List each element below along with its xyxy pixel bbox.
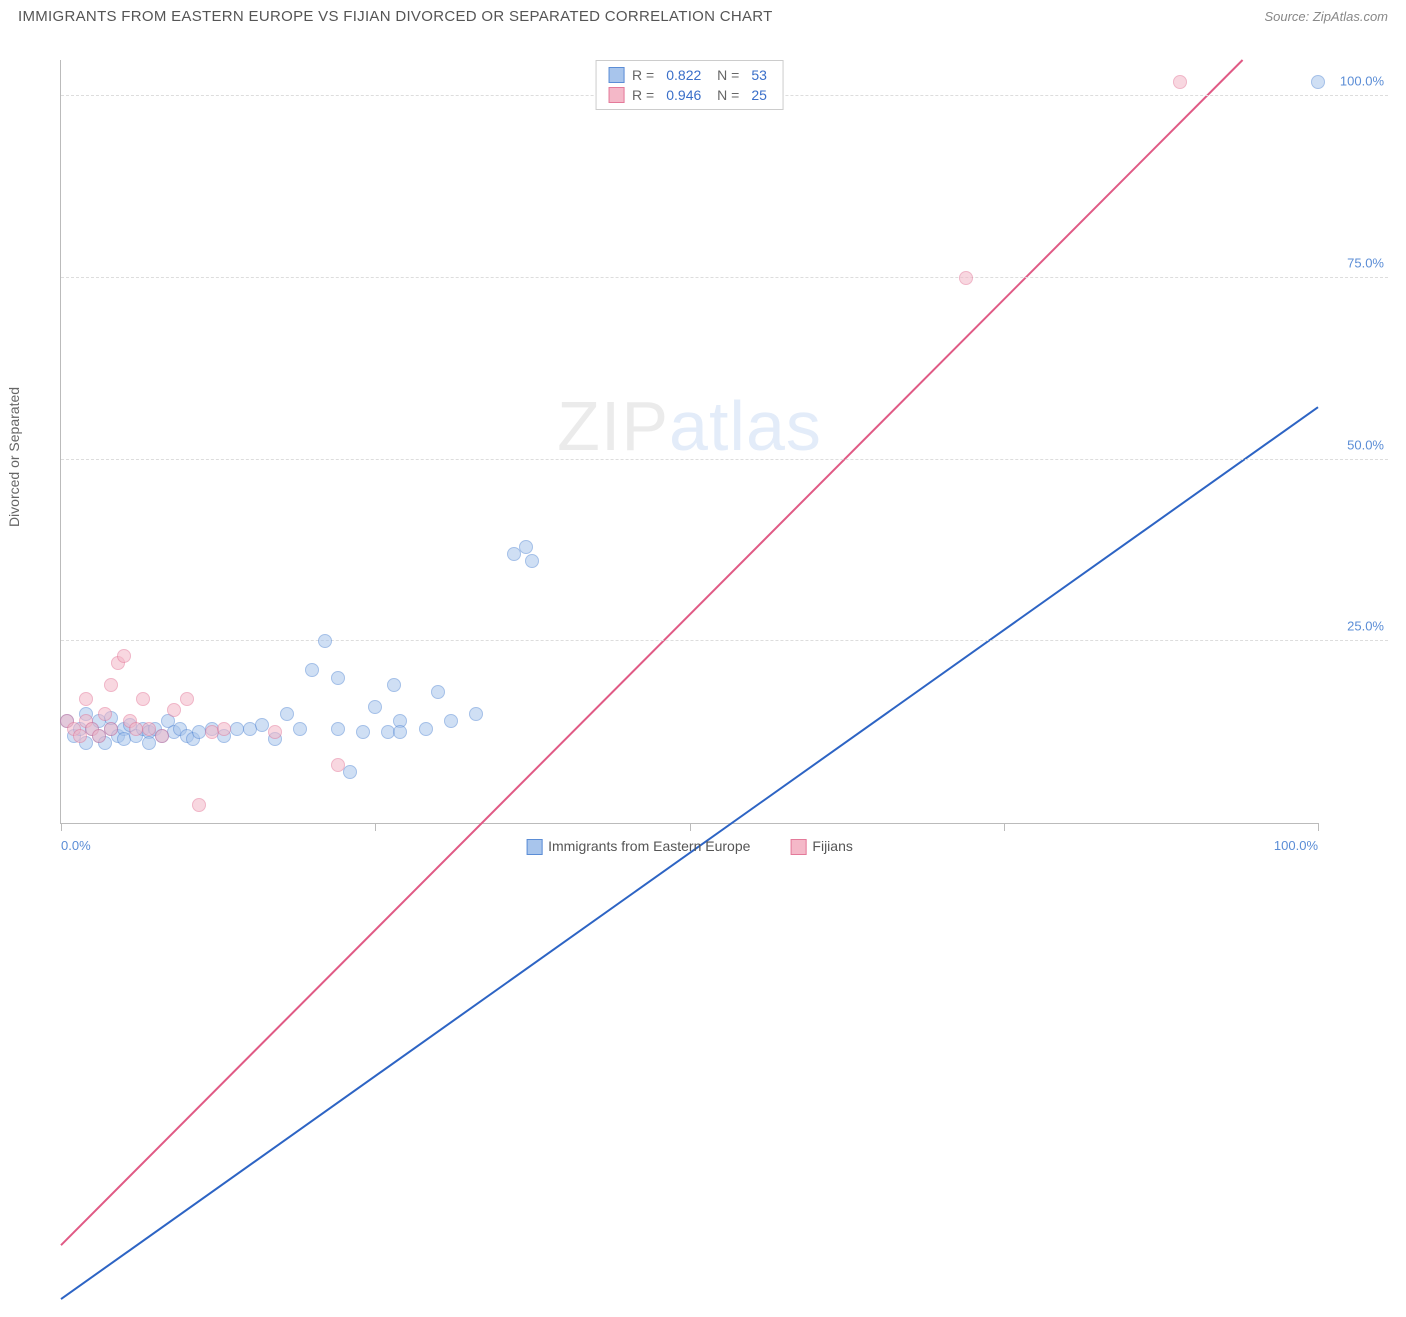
y-tick-label: 50.0%	[1347, 437, 1384, 452]
scatter-point	[525, 554, 539, 568]
legend-stat-row: R = 0.822 N = 53	[604, 65, 775, 85]
scatter-point	[155, 729, 169, 743]
scatter-point	[393, 725, 407, 739]
scatter-point	[192, 798, 206, 812]
scatter-point	[431, 685, 445, 699]
x-tick-label: 100.0%	[1274, 838, 1318, 853]
legend-stats: R = 0.822 N = 53 R = 0.946 N = 25	[595, 60, 784, 110]
x-tick	[61, 823, 62, 831]
scatter-point	[280, 707, 294, 721]
chart-header: IMMIGRANTS FROM EASTERN EUROPE VS FIJIAN…	[0, 0, 1406, 31]
x-tick	[375, 823, 376, 831]
legend-r-value: 0.946	[666, 87, 701, 103]
legend-item: Fijians	[790, 838, 852, 855]
scatter-point	[305, 663, 319, 677]
scatter-point	[268, 725, 282, 739]
y-axis-label: Divorced or Separated	[6, 387, 22, 527]
chart-container: Divorced or Separated ZIPatlas R =0.822 …	[18, 40, 1388, 874]
scatter-point	[180, 692, 194, 706]
trend-line	[61, 60, 1243, 1245]
x-tick	[690, 823, 691, 831]
scatter-point	[1311, 75, 1325, 89]
source-label: Source: ZipAtlas.com	[1264, 9, 1388, 24]
gridline	[61, 640, 1388, 641]
legend-r-label: R =	[632, 67, 654, 83]
legend-r-value: 0.822	[666, 67, 701, 83]
legend-swatch	[608, 67, 624, 83]
scatter-point	[331, 758, 345, 772]
gridline	[61, 277, 1388, 278]
scatter-point	[444, 714, 458, 728]
scatter-point	[104, 678, 118, 692]
scatter-point	[136, 692, 150, 706]
scatter-point	[387, 678, 401, 692]
gridline	[61, 459, 1388, 460]
legend-n-value: 25	[751, 87, 767, 103]
legend-swatch	[790, 839, 806, 855]
y-tick-label: 25.0%	[1347, 619, 1384, 634]
scatter-point	[331, 671, 345, 685]
legend-series-name: Fijians	[812, 838, 852, 854]
scatter-point	[343, 765, 357, 779]
legend-item: Immigrants from Eastern Europe	[526, 838, 750, 855]
legend-series: Immigrants from Eastern Europe Fijians	[526, 838, 853, 855]
scatter-point	[507, 547, 521, 561]
legend-n-label: N =	[713, 87, 739, 103]
y-tick-label: 100.0%	[1340, 74, 1384, 89]
chart-title: IMMIGRANTS FROM EASTERN EUROPE VS FIJIAN…	[18, 8, 773, 25]
scatter-point	[368, 700, 382, 714]
scatter-point	[117, 649, 131, 663]
scatter-point	[167, 703, 181, 717]
scatter-point	[1173, 75, 1187, 89]
scatter-point	[318, 634, 332, 648]
scatter-point	[331, 722, 345, 736]
scatter-point	[142, 736, 156, 750]
scatter-point	[73, 729, 87, 743]
legend-stat-row: R = 0.946 N = 25	[604, 85, 775, 105]
legend-swatch	[526, 839, 542, 855]
x-tick	[1004, 823, 1005, 831]
scatter-point	[79, 692, 93, 706]
legend-swatch	[608, 87, 624, 103]
scatter-point	[959, 271, 973, 285]
plot-area: ZIPatlas R =0.822 N =53R =0.946 N =25 Im…	[60, 60, 1318, 824]
legend-series-name: Immigrants from Eastern Europe	[548, 838, 750, 854]
scatter-point	[419, 722, 433, 736]
legend-n-value: 53	[751, 67, 767, 83]
scatter-point	[293, 722, 307, 736]
legend-n-label: N =	[713, 67, 739, 83]
x-tick-label: 0.0%	[61, 838, 91, 853]
trend-lines	[61, 60, 1318, 1317]
y-tick-label: 75.0%	[1347, 256, 1384, 271]
scatter-point	[217, 722, 231, 736]
legend-r-label: R =	[632, 87, 654, 103]
scatter-point	[519, 540, 533, 554]
scatter-point	[104, 722, 118, 736]
scatter-point	[356, 725, 370, 739]
scatter-point	[98, 707, 112, 721]
scatter-point	[469, 707, 483, 721]
scatter-point	[92, 729, 106, 743]
x-tick	[1318, 823, 1319, 831]
